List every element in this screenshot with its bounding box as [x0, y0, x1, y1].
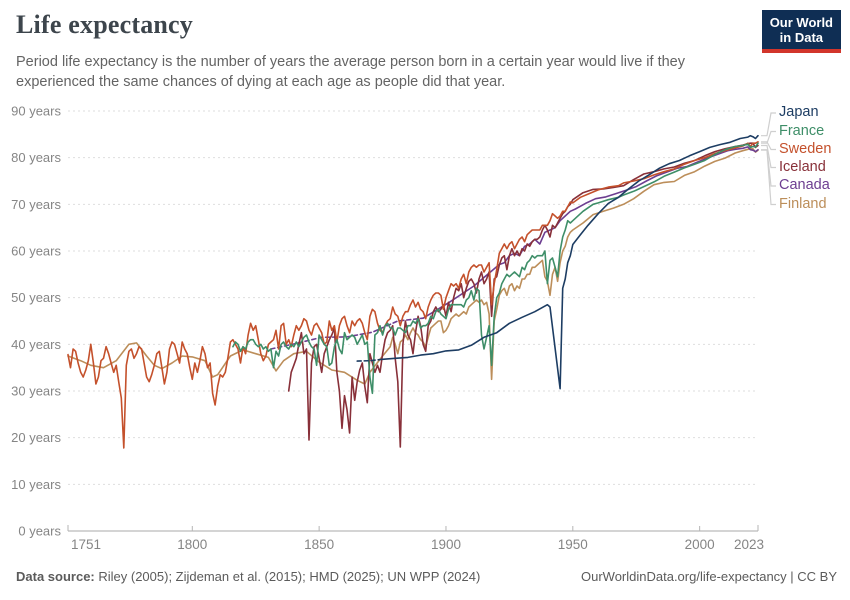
legend-connector	[761, 144, 776, 169]
x-axis-label: 2000	[685, 537, 715, 552]
data-source-text: Riley (2005); Zijdeman et al. (2015); HM…	[94, 569, 481, 584]
x-axis-label: 2023	[734, 537, 764, 552]
chart-subtitle: Period life expectancy is the number of …	[16, 54, 685, 90]
series-line-sweden[interactable]	[67, 141, 759, 449]
y-axis-label: 30 years	[11, 384, 61, 399]
legend-item-iceland[interactable]: Iceland	[779, 158, 826, 175]
series-line-finland[interactable]	[67, 148, 759, 385]
owid-logo-line1: Our World	[769, 15, 833, 30]
y-axis-label: 40 years	[11, 337, 61, 352]
x-axis-label: 1800	[177, 537, 207, 552]
y-axis-label: 50 years	[11, 290, 61, 305]
series-line-japan-interpolated[interactable]	[356, 358, 384, 362]
series-line-iceland[interactable]	[287, 142, 759, 448]
legend-item-canada[interactable]: Canada	[779, 177, 830, 193]
data-source-label: Data source:	[16, 569, 95, 584]
y-axis-label: 60 years	[11, 244, 61, 259]
y-axis-label: 0 years	[18, 524, 61, 539]
series-line-canada[interactable]	[422, 146, 759, 319]
y-axis-label: 10 years	[11, 477, 61, 492]
x-axis-label: 1950	[558, 537, 588, 552]
legend-connector	[761, 130, 776, 144]
x-axis-label: 1850	[304, 537, 334, 552]
page-title: Life expectancy	[16, 10, 194, 39]
series-line-canada-interpolated[interactable]	[270, 317, 424, 350]
owid-logo[interactable]: Our World in Data	[761, 10, 841, 53]
x-axis-label: 1751	[71, 537, 101, 552]
series-line-japan[interactable]	[381, 134, 759, 390]
legend-connector	[761, 112, 776, 137]
legend-connector	[761, 141, 776, 151]
x-axis-label: 1900	[431, 537, 461, 552]
legend-item-finland[interactable]: Finland	[779, 195, 827, 212]
y-axis-label: 20 years	[11, 430, 61, 445]
y-axis-label: 80 years	[11, 150, 61, 165]
series-line-france[interactable]	[232, 142, 759, 395]
data-source-note: Data source: Riley (2005); Zijdeman et a…	[16, 569, 480, 584]
legend-item-france[interactable]: France	[779, 122, 825, 139]
legend-connector	[761, 149, 776, 206]
owid-link[interactable]: OurWorldinData.org/life-expectancy | CC …	[580, 569, 837, 584]
chart-footer: Data source: Riley (2005); Zijdeman et a…	[16, 569, 837, 584]
legend-item-sweden[interactable]: Sweden	[779, 140, 832, 157]
y-axis-label: 90 years	[11, 104, 61, 119]
y-axis-label: 70 years	[11, 197, 61, 212]
legend-item-japan[interactable]: Japan	[779, 104, 819, 120]
owid-logo-line2: in Data	[779, 30, 824, 45]
